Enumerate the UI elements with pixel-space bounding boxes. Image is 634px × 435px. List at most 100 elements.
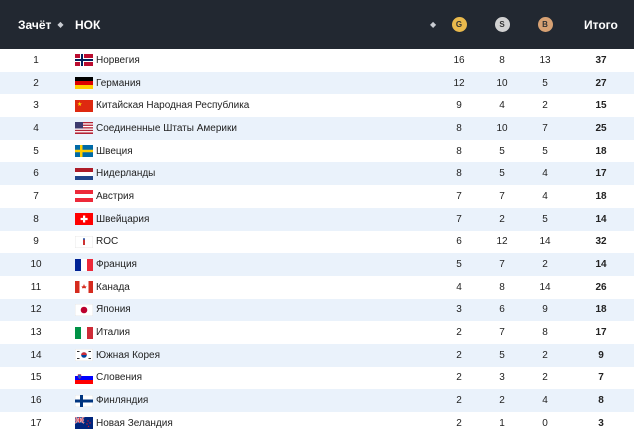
gold-column-header[interactable]: G	[440, 0, 478, 49]
sort-icon[interactable]: ◆	[430, 19, 437, 29]
noc-cell[interactable]: Франция	[75, 253, 137, 276]
noc-cell[interactable]: ROC	[75, 231, 118, 254]
bronze-count: 8	[542, 327, 548, 339]
sort-icon[interactable]: ◆	[57, 19, 64, 29]
table-row[interactable]: 17 Новая Зеландия 2 1 0 3	[0, 412, 634, 435]
total-cell: 17	[578, 162, 624, 185]
noc-cell[interactable]: Австрия	[75, 185, 134, 208]
table-row[interactable]: 14 Южная Корея 2 5 2 9	[0, 343, 634, 367]
country-name[interactable]: Китайская Народная Республика	[96, 100, 250, 112]
gold-cell: 3	[440, 299, 478, 322]
rank-value: 2	[33, 77, 39, 89]
silver-count: 7	[499, 259, 505, 271]
country-name[interactable]: Швеция	[96, 145, 133, 157]
silver-cell: 12	[483, 231, 521, 254]
sweden-flag-icon	[75, 145, 93, 158]
gold-count: 12	[453, 77, 465, 89]
table-row[interactable]: 5 Швеция 8 5 5 18	[0, 140, 634, 163]
table-row[interactable]: 11 Канада 4 8 14 26	[0, 276, 634, 299]
noc-cell[interactable]: Финляндия	[75, 389, 148, 412]
austria-flag-icon	[75, 190, 93, 203]
country-name[interactable]: Германия	[96, 77, 141, 89]
country-name[interactable]: Норвегия	[96, 54, 140, 66]
noc-cell[interactable]: Швейцария	[75, 208, 149, 231]
noc-sort-control[interactable]: ◆	[424, 0, 436, 49]
table-row[interactable]: 7 Австрия 7 7 4 18	[0, 185, 634, 208]
table-row[interactable]: 8 Швейцария 7 2 5 14	[0, 207, 634, 231]
noc-cell[interactable]: Германия	[75, 72, 141, 95]
france-flag-icon	[75, 258, 93, 271]
rank-column-header[interactable]: Зачёт ◆	[18, 0, 64, 49]
gold-cell: 2	[440, 389, 478, 412]
noc-cell[interactable]: Канада	[75, 276, 130, 299]
rank-value: 10	[30, 259, 42, 271]
table-row[interactable]: 2 Германия 12 10 5 27	[0, 71, 634, 95]
table-row[interactable]: 12 Япония 3 6 9 18	[0, 298, 634, 322]
noc-cell[interactable]: Норвегия	[75, 49, 140, 72]
noc-cell[interactable]: ★ Китайская Народная Республика	[75, 94, 249, 117]
rank-value: 16	[30, 395, 42, 407]
table-row[interactable]: 1 Норвегия 16 8 13 37	[0, 49, 634, 72]
noc-column-header[interactable]: НОК	[75, 0, 100, 49]
country-name[interactable]: Словения	[96, 372, 143, 384]
country-name[interactable]: Швейцария	[96, 213, 150, 225]
noc-cell[interactable]: Италия	[75, 321, 130, 344]
total-cell: 3	[578, 412, 624, 435]
noc-cell[interactable]: Новая Зеландия	[75, 412, 173, 435]
noc-cell[interactable]: Словения	[75, 367, 142, 390]
table-row[interactable]: 13 Италия 2 7 8 17	[0, 321, 634, 344]
total-count: 17	[595, 168, 607, 180]
bronze-cell: 4	[526, 162, 564, 185]
rank-cell: 1	[0, 49, 72, 72]
silver-count: 4	[499, 100, 505, 112]
country-name[interactable]: Канада	[96, 281, 130, 293]
rank-value: 15	[30, 372, 42, 384]
bronze-count: 2	[542, 372, 548, 384]
country-name[interactable]: ROC	[96, 236, 119, 248]
noc-cell[interactable]: Соединенные Штаты Америки	[75, 117, 237, 140]
rank-cell: 2	[0, 72, 72, 95]
country-name[interactable]: Франция	[96, 259, 137, 271]
table-row[interactable]: 16 Финляндия 2 2 4 8	[0, 389, 634, 412]
table-row[interactable]: 10 Франция 5 7 2 14	[0, 253, 634, 276]
rank-value: 5	[33, 145, 39, 157]
total-cell: 25	[578, 117, 624, 140]
noc-cell[interactable]: Нидерланды	[75, 162, 155, 185]
bronze-column-header[interactable]: B	[526, 0, 564, 49]
noc-header-label: НОК	[75, 17, 101, 32]
country-name[interactable]: Япония	[96, 304, 131, 316]
table-row[interactable]: 4 Соединенные Штаты Америки 8 10 7 25	[0, 117, 634, 140]
gold-cell: 9	[440, 94, 478, 117]
total-count: 14	[595, 213, 607, 225]
finland-flag-icon	[75, 394, 93, 407]
total-count: 9	[598, 349, 604, 361]
total-column-header[interactable]: Итого	[584, 0, 618, 49]
country-name[interactable]: Нидерланды	[96, 168, 156, 180]
noc-cell[interactable]: Япония	[75, 299, 131, 322]
bronze-cell: 5	[526, 208, 564, 231]
rank-header-label: Зачёт	[18, 17, 52, 32]
silver-column-header[interactable]: S	[483, 0, 521, 49]
total-cell: 7	[578, 367, 624, 390]
table-row[interactable]: 15 Словения 2 3 2 7	[0, 367, 634, 390]
bronze-cell: 2	[526, 344, 564, 367]
total-cell: 27	[578, 72, 624, 95]
china-flag-icon: ★	[75, 99, 93, 112]
silver-medal-icon: S	[494, 17, 510, 32]
country-name[interactable]: Италия	[96, 327, 131, 339]
noc-cell[interactable]: Южная Корея	[75, 344, 160, 367]
country-name[interactable]: Финляндия	[96, 395, 149, 407]
norway-flag-icon	[75, 54, 93, 67]
silver-cell: 2	[483, 389, 521, 412]
silver-count: 10	[496, 122, 508, 134]
total-count: 15	[595, 100, 607, 112]
country-name[interactable]: Южная Корея	[96, 349, 160, 361]
country-name[interactable]: Соединенные Штаты Америки	[96, 122, 237, 134]
country-name[interactable]: Австрия	[96, 190, 135, 202]
table-row[interactable]: 3 ★ Китайская Народная Республика 9 4 2 15	[0, 94, 634, 117]
table-row[interactable]: 6 Нидерланды 8 5 4 17	[0, 162, 634, 186]
noc-cell[interactable]: Швеция	[75, 140, 133, 163]
table-row[interactable]: 9 ROC 6 12 14 32	[0, 231, 634, 254]
country-name[interactable]: Новая Зеландия	[96, 417, 173, 429]
gold-cell: 2	[440, 344, 478, 367]
